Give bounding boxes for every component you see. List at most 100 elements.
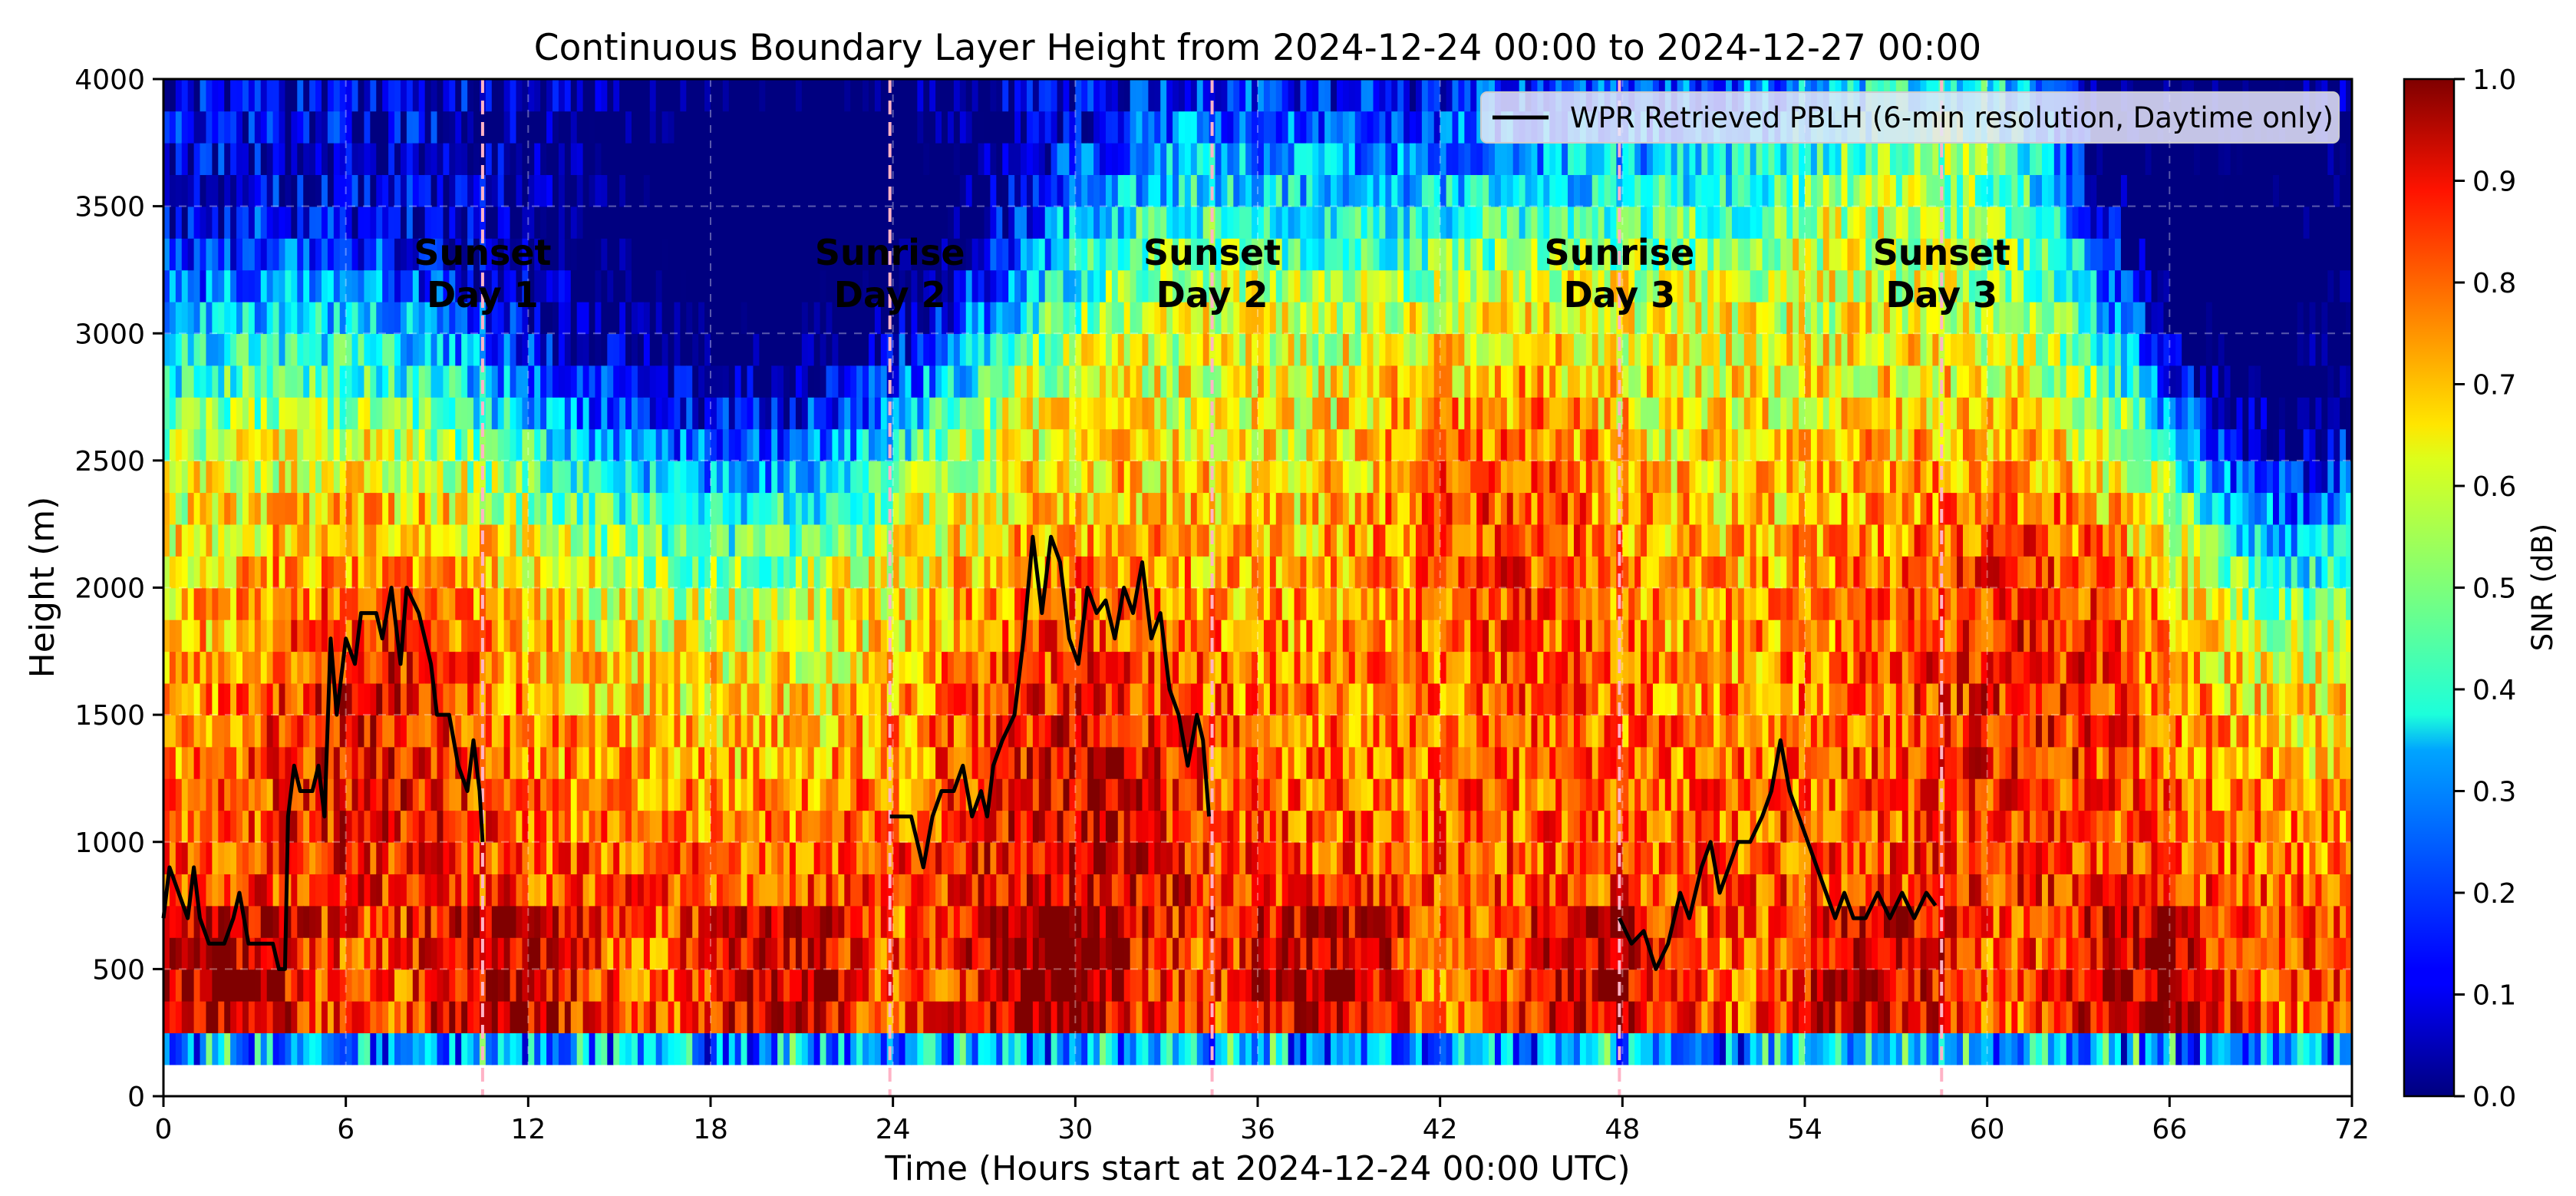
heatmap-cell [272,778,280,811]
heatmap-cell [1093,142,1100,176]
heatmap-cell [880,333,888,366]
heatmap-cell [942,238,948,271]
heatmap-cell [637,79,645,112]
heatmap-cell [619,778,626,811]
heatmap-cell [632,619,638,653]
heatmap-cell [582,492,590,525]
heatmap-cell [437,174,444,207]
heatmap-cell [388,79,395,112]
heatmap-cell [674,111,681,144]
heatmap-cell [303,524,310,557]
heatmap-cell [491,460,499,494]
heatmap-cell [886,556,894,589]
heatmap-cell [1087,206,1094,239]
heatmap-cell [680,905,688,938]
heatmap-cell [899,301,906,335]
heatmap-cell [400,778,407,811]
heatmap-cell [552,715,559,748]
heatmap-cell [674,874,681,907]
heatmap-cell [558,142,566,176]
heatmap-cell [576,937,584,970]
heatmap-cell [218,1032,226,1065]
heatmap-cell [181,333,189,366]
heatmap-cell [722,238,730,271]
heatmap-cell [971,651,979,684]
heatmap-cell [1117,1000,1125,1033]
heatmap-cell [892,841,900,874]
heatmap-cell [497,651,505,684]
heatmap-cell [935,1032,942,1065]
heatmap-cell [406,905,414,938]
heatmap-cell [345,1032,353,1065]
heatmap-cell [959,238,967,271]
heatmap-cell [169,937,176,970]
heatmap-cell [643,333,651,366]
heatmap-cell [619,682,626,715]
heatmap-cell [254,365,262,398]
heatmap-cell [619,206,626,239]
heatmap-cell [765,333,773,366]
heatmap-cell [716,651,724,684]
heatmap-cell [990,79,998,112]
heatmap-cell [820,397,827,430]
heatmap-cell [686,969,694,1002]
heatmap-cell [279,810,286,843]
heatmap-cell [929,841,936,874]
heatmap-cell [291,682,298,715]
heatmap-cell [619,556,626,589]
heatmap-cell [181,937,189,970]
heatmap-cell [832,651,839,684]
heatmap-cell [552,1032,559,1065]
heatmap-cell [826,397,833,430]
heatmap-cell [783,810,790,843]
heatmap-cell [971,269,979,302]
heatmap-cell [613,682,620,715]
heatmap-cell [692,937,699,970]
heatmap-cell [510,778,517,811]
heatmap-cell [632,682,638,715]
heatmap-cell [485,397,493,430]
heatmap-cell [1075,682,1083,715]
heatmap-cell [942,874,948,907]
heatmap-cell [473,1000,480,1033]
heatmap-cell [497,556,505,589]
heatmap-cell [686,587,694,620]
heatmap-cell [856,301,863,335]
heatmap-cell [668,778,675,811]
heatmap-cell [552,365,559,398]
heatmap-cell [370,428,378,461]
heatmap-cell [510,79,517,112]
heatmap-cell [856,365,863,398]
heatmap-cell [899,715,906,748]
heatmap-cell [801,111,809,144]
heatmap-cell [516,206,523,239]
heatmap-cell [734,715,742,748]
heatmap-cell [589,778,596,811]
heatmap-cell [254,1000,262,1033]
heatmap-cell [558,206,566,239]
heatmap-cell [686,79,694,112]
heatmap-cell [351,301,359,335]
heatmap-cell [1026,715,1034,748]
heatmap-cell [510,746,517,779]
heatmap-cell [1069,142,1077,176]
heatmap-cell [929,556,936,589]
heatmap-cell [473,556,480,589]
heatmap-cell [728,682,736,715]
heatmap-cell [315,778,322,811]
heatmap-cell [570,206,578,239]
heatmap-cell [856,841,863,874]
heatmap-cell [874,333,882,366]
heatmap-cell [1105,841,1113,874]
heatmap-cell [333,365,341,398]
heatmap-cell [528,556,536,589]
heatmap-cell [984,587,991,620]
heatmap-cell [576,969,584,1002]
heatmap-cell [747,746,754,779]
heatmap-cell [990,238,998,271]
heatmap-cell [212,778,219,811]
heatmap-cell [212,428,219,461]
heatmap-cell [266,1032,274,1065]
heatmap-cell [874,651,882,684]
heatmap-cell [175,715,183,748]
